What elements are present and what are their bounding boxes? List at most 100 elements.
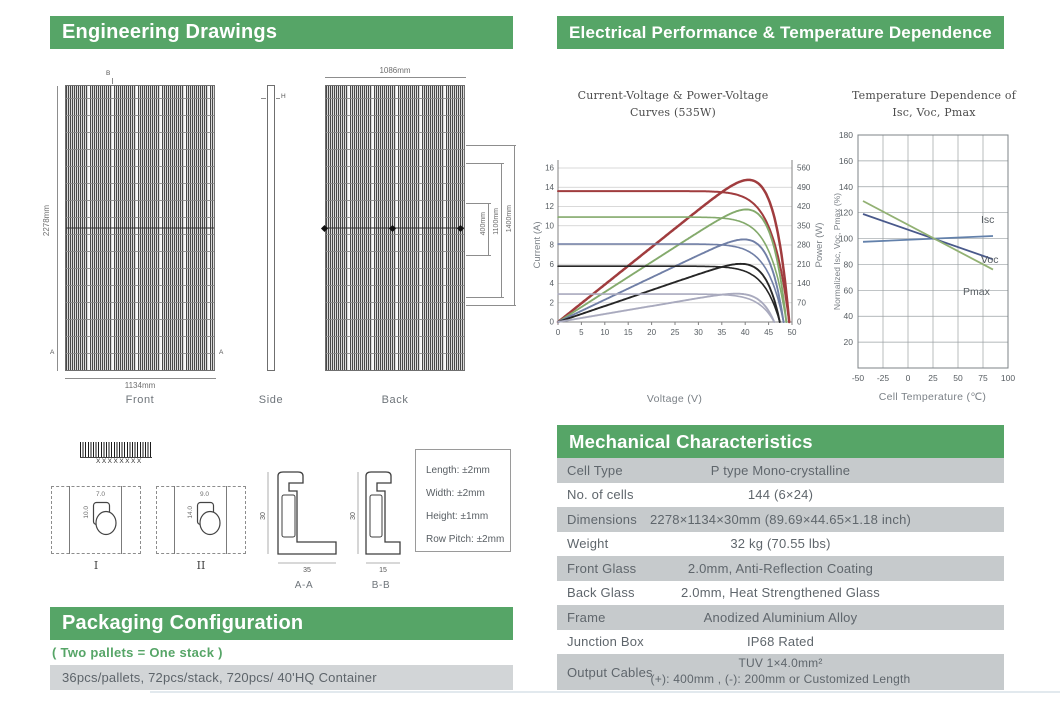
detail2-dim-left: 14.0 <box>187 506 194 519</box>
row-value: 2.0mm, Heat Strengthened Glass <box>681 585 880 601</box>
detail1-dim-left: 10.0 <box>83 506 90 519</box>
row-value: TUV 1×4.0mm² (+): 400mm , (-): 200mm or C… <box>650 656 911 686</box>
ext-line <box>466 255 491 256</box>
svg-text:4: 4 <box>550 279 555 288</box>
table-row: No. of cells 144 (6×24) <box>557 483 1004 508</box>
mounting-slot-drawing <box>196 501 221 536</box>
ext-line <box>466 163 504 164</box>
section-marker-b: B <box>106 70 111 77</box>
svg-text:70: 70 <box>797 298 806 307</box>
svg-text:30: 30 <box>260 512 267 520</box>
row-value: 32 kg (70.55 lbs) <box>730 536 831 552</box>
ext-line <box>466 145 516 146</box>
table-row: Output Cables TUV 1×4.0mm² (+): 400mm , (-… <box>557 654 1004 690</box>
detail2-dim-top: 9.0 <box>200 491 210 498</box>
detail-box-2 <box>156 486 246 554</box>
mounting-slot-drawing <box>92 501 117 536</box>
svg-text:0: 0 <box>550 318 555 327</box>
svg-text:10: 10 <box>600 328 609 337</box>
front-width-dim: 1134mm <box>124 381 156 390</box>
svg-text:Power (W): Power (W) <box>814 223 825 268</box>
svg-text:15: 15 <box>624 328 633 337</box>
row-value: 144 (6×24) <box>747 487 814 503</box>
iv-xaxis-label: Voltage (V) <box>646 393 703 405</box>
leader-line <box>276 98 280 99</box>
frame-profile-bb: 30 15 <box>350 471 401 574</box>
mechanical-table: Cell Type P type Mono-crystalline No. of c… <box>557 458 1004 690</box>
table-row: Front Glass 2.0mm, Anti-Reflection Coatin… <box>557 556 1004 581</box>
svg-text:2: 2 <box>550 298 555 307</box>
ext-line <box>466 305 516 306</box>
table-row: Back Glass 2.0mm, Heat Strengthened Glass <box>557 581 1004 606</box>
svg-text:40: 40 <box>741 328 750 337</box>
svg-text:40: 40 <box>844 311 854 321</box>
side-view-drawing <box>267 85 275 371</box>
svg-text:0: 0 <box>797 318 802 327</box>
barcode-label: XXXXXXXX <box>96 458 143 465</box>
detail1-caption: I <box>93 559 99 572</box>
svg-text:Isc: Isc <box>981 214 994 226</box>
front-view-drawing <box>65 85 215 371</box>
section-marker-a-left: A <box>50 349 55 356</box>
row-label: Dimensions <box>567 511 637 527</box>
tolerance-width: Width: ±2mm <box>426 488 485 499</box>
ext-line <box>466 203 491 204</box>
row-label: Weight <box>567 536 609 552</box>
svg-text:100: 100 <box>839 234 853 244</box>
frame-profile-aa: 30 35 <box>260 471 337 574</box>
section-marker-a-right: A <box>219 349 224 356</box>
back-dim-400: 400mm <box>480 212 487 236</box>
row-label: Cell Type <box>567 462 623 478</box>
temperature-chart: -50 -25 0 25 50 75 100 20 40 60 80 100 120 140 160 180 I… <box>832 130 1015 383</box>
svg-text:6: 6 <box>550 260 555 269</box>
section-header-engineering-drawings: Engineering Drawings <box>50 16 513 49</box>
svg-text:20: 20 <box>844 337 854 347</box>
svg-text:80: 80 <box>844 259 854 269</box>
iv-curve-chart: 0 5 10 15 20 25 30 35 40 45 5002468101214160701402… <box>532 160 825 337</box>
svg-text:Pmax: Pmax <box>963 286 991 298</box>
detail-box-1 <box>51 486 141 554</box>
detail-line <box>69 486 70 554</box>
svg-text:35: 35 <box>717 328 726 337</box>
svg-text:60: 60 <box>844 285 854 295</box>
side-caption: Side <box>258 394 284 406</box>
svg-text:Normalized Isc, Voc, Pmax (%): Normalized Isc, Voc, Pmax (%) <box>832 193 842 310</box>
panel-mid-line <box>66 226 214 229</box>
temp-chart-title: Temperature Dependence of Isc, Voc, Pmax <box>851 89 1017 119</box>
detail-line <box>226 486 227 554</box>
svg-text:280: 280 <box>797 241 811 250</box>
tolerance-length: Length: ±2mm <box>426 465 490 476</box>
svg-text:50: 50 <box>788 328 797 337</box>
detail-line <box>121 486 122 554</box>
table-row: Cell Type P type Mono-crystalline <box>557 458 1004 483</box>
svg-text:0: 0 <box>906 373 911 383</box>
svg-text:-50: -50 <box>852 373 865 383</box>
barcode <box>80 442 152 458</box>
svg-text:15: 15 <box>379 567 387 574</box>
back-width-dim: 1086mm <box>379 66 411 75</box>
detail2-caption: II <box>196 559 206 572</box>
packaging-note: ( Two pallets = One stack ) <box>52 645 223 660</box>
dimension-line <box>514 145 515 305</box>
svg-text:490: 490 <box>797 183 811 192</box>
svg-text:25: 25 <box>671 328 680 337</box>
table-row: Frame Anodized Aluminium Alloy <box>557 605 1004 630</box>
svg-text:160: 160 <box>839 156 853 166</box>
section-header-electrical: Electrical Performance & Temperature Dep… <box>557 16 1004 49</box>
iv-chart-title: Current-Voltage & Power-Voltage Curves (… <box>577 89 769 119</box>
tolerance-rowpitch: Row Pitch: ±2mm <box>426 534 505 545</box>
row-value: Anodized Aluminium Alloy <box>703 609 858 625</box>
marker-tick <box>112 78 113 84</box>
table-row: Weight 32 kg (70.55 lbs) <box>557 532 1004 557</box>
svg-text:16: 16 <box>545 164 554 173</box>
svg-text:8: 8 <box>550 241 555 250</box>
svg-text:45: 45 <box>764 328 773 337</box>
svg-text:560: 560 <box>797 164 811 173</box>
svg-text:14: 14 <box>545 183 554 192</box>
packaging-bar: 36pcs/pallets, 72pcs/stack, 720pcs/ 40'H… <box>50 665 513 690</box>
row-value: 2.0mm, Anti-Reflection Coating <box>687 560 874 576</box>
svg-text:35: 35 <box>303 567 311 574</box>
svg-text:210: 210 <box>797 260 811 269</box>
row-value: P type Mono-crystalline <box>710 462 851 478</box>
